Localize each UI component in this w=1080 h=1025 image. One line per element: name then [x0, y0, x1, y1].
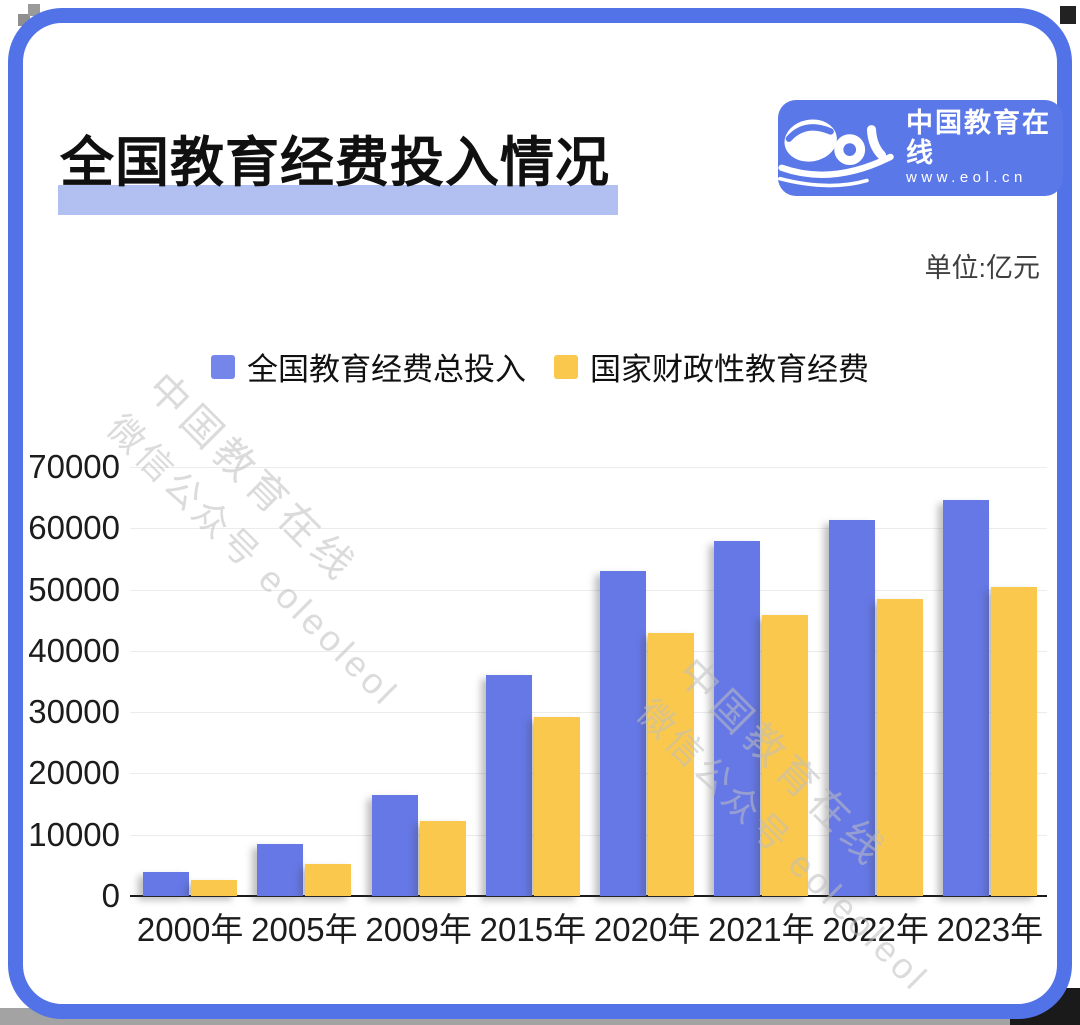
bar-total — [257, 844, 304, 896]
gridline — [130, 834, 1047, 836]
bar-total — [828, 520, 875, 896]
legend-swatch-icon — [554, 354, 578, 379]
bar-total — [600, 570, 647, 896]
bar-fiscal — [876, 598, 923, 896]
bar-fiscal — [305, 864, 352, 896]
x-axis-label: 2005年 — [251, 911, 358, 948]
title-highlight — [58, 185, 618, 215]
unit-label: 单位:亿元 — [924, 253, 1040, 283]
legend-label: 国家财政性教育经费 — [590, 352, 869, 387]
x-axis-label: 2023年 — [936, 911, 1044, 948]
bar-total — [942, 500, 989, 896]
gridline — [130, 467, 1047, 468]
logo-name: 中国教育在线 — [906, 108, 1051, 168]
bar-total — [143, 872, 190, 896]
y-axis-label: 60000 — [28, 509, 120, 547]
gridline — [130, 589, 1047, 591]
legend-item: 国家财政性教育经费 — [554, 344, 869, 389]
legend-item: 全国教育经费总投入 — [211, 344, 526, 389]
y-axis-label: 20000 — [28, 754, 120, 792]
y-axis-label: 30000 — [28, 693, 120, 731]
chart-legend: 全国教育经费总投入 国家财政性教育经费 — [0, 344, 1080, 389]
x-axis-label: 2020年 — [593, 911, 701, 948]
x-axis-label: 2022年 — [822, 911, 929, 948]
x-axis-line — [130, 895, 1047, 897]
bar-fiscal — [762, 615, 809, 896]
bar-fiscal — [990, 586, 1037, 896]
y-axis-label: 10000 — [28, 815, 120, 853]
legend-label: 全国教育经费总投入 — [247, 352, 526, 387]
bar-fiscal — [533, 716, 580, 896]
y-axis-label: 50000 — [28, 570, 120, 608]
gridline — [130, 712, 1047, 714]
x-axis-label: 2009年 — [365, 911, 472, 948]
bar-total — [485, 674, 532, 896]
page-title: 全国教育经费投入情况 — [60, 133, 610, 193]
legend-swatch-icon — [211, 354, 235, 379]
gridline — [130, 528, 1047, 530]
bar-total — [371, 794, 418, 896]
x-axis-label: 2015年 — [479, 911, 587, 948]
eol-logo-icon — [778, 104, 896, 193]
gridline — [130, 773, 1047, 775]
bar-total — [714, 541, 761, 896]
bar-fiscal — [191, 880, 238, 896]
y-axis-label: 40000 — [28, 631, 120, 669]
x-axis-label: 2000年 — [136, 911, 244, 948]
bar-fiscal — [419, 821, 466, 896]
logo-url: www.eol.cn — [906, 169, 1027, 186]
bar-fiscal — [648, 633, 695, 896]
y-axis-label: 0 — [101, 877, 120, 914]
gridline — [130, 650, 1047, 652]
y-axis-label: 70000 — [28, 448, 120, 485]
x-axis-label: 2021年 — [708, 911, 815, 948]
eol-logo: 中国教育在线 www.eol.cn — [778, 100, 1063, 196]
background-fragment — [1060, 6, 1076, 24]
